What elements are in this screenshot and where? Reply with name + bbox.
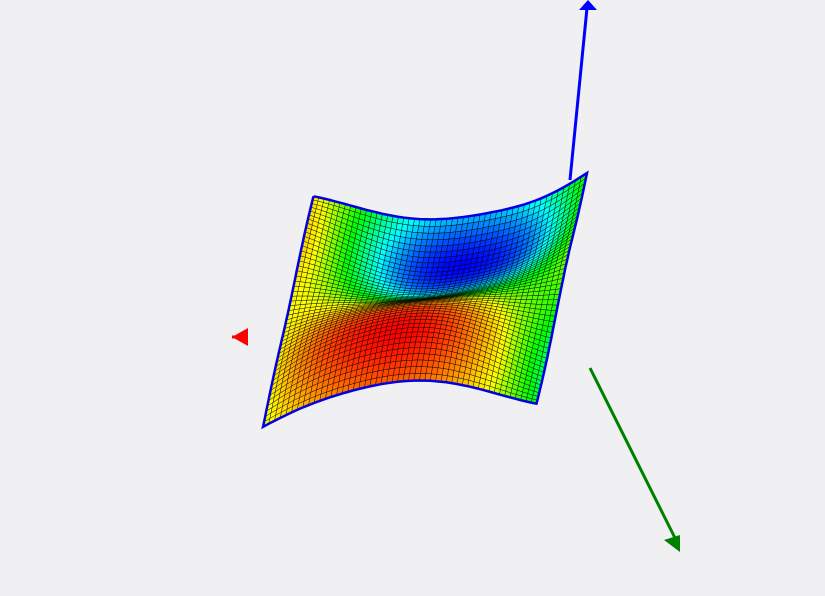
z-axis-arrow — [579, 0, 597, 10]
surface-facet — [429, 304, 437, 307]
surface-facet — [411, 282, 419, 287]
y-axis-arrow — [664, 535, 680, 552]
y-axis-line — [588, 367, 678, 541]
surface-facet — [349, 300, 356, 303]
surface-mesh — [261, 170, 589, 430]
z-axis-line — [568, 7, 589, 181]
x-axis-arrow — [232, 328, 248, 346]
axes-front-layer — [588, 367, 680, 552]
surface-facet — [415, 286, 423, 290]
surface-boundary — [261, 170, 589, 430]
surface-facet — [414, 291, 422, 294]
axes-back-layer — [232, 0, 597, 346]
